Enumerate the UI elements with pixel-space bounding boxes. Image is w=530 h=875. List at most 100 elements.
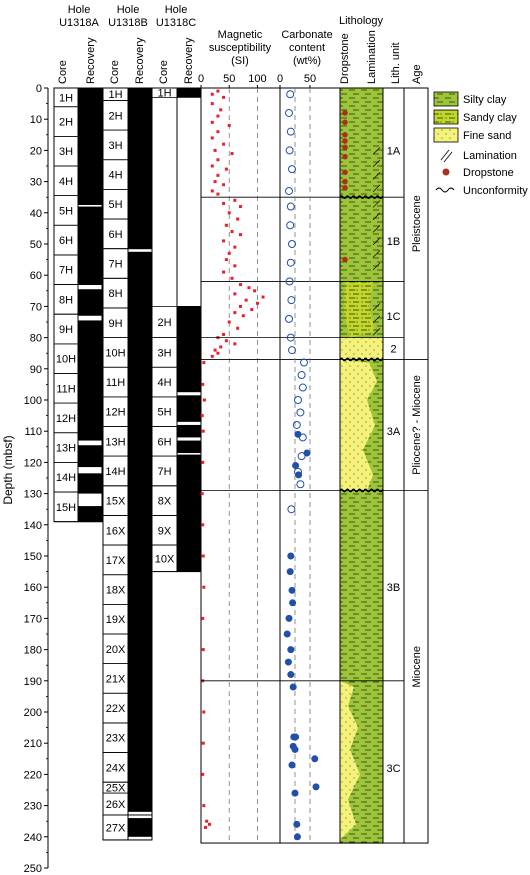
magsus-point	[216, 192, 220, 196]
lithology-sandy-clay-1c	[344, 281, 375, 338]
age-label: Pleistocene	[411, 195, 423, 252]
depth-tick-label: 140	[24, 520, 42, 532]
hole-c-recovery-block	[177, 424, 201, 438]
hole-b-core-label: 25X	[106, 783, 126, 795]
hole-c-core-label: 1H	[157, 88, 171, 100]
magsus-point	[241, 314, 245, 318]
hole-a-core-label: 1H	[59, 92, 73, 104]
unconformity-line	[339, 195, 389, 200]
magsus-point	[210, 120, 214, 124]
hole-a-core-label: 6H	[59, 235, 73, 247]
magsus-point	[202, 398, 206, 402]
magsus-point	[210, 102, 214, 106]
carbonate-tick-label: 50	[304, 73, 316, 85]
lamination-mark	[372, 328, 381, 336]
rotated-headers: Core Recovery Core Recovery Core Recover…	[57, 30, 423, 84]
lamination-mark	[372, 200, 381, 208]
hole-c-recovery-block	[177, 88, 201, 98]
magsus-point	[207, 822, 211, 826]
carbonate-filled-point	[289, 683, 297, 691]
carbonate-open-point	[286, 127, 295, 136]
hole-b-core-label: 19X	[106, 614, 126, 626]
carbonate-title-line2: content	[289, 42, 325, 54]
hole-a-recovery-block	[78, 506, 102, 522]
carbonate-filled-point	[283, 630, 291, 638]
magsus-point	[213, 348, 217, 352]
magsus-point	[219, 108, 223, 112]
hole-c-core-label: 4H	[157, 377, 171, 389]
magsus-point	[233, 292, 237, 296]
carbonate-tick-label: 0	[277, 73, 283, 85]
depth-tick-label: 90	[30, 364, 42, 376]
holes-header: Hole U1318A Hole U1318B Hole U1318C	[59, 4, 196, 29]
carbonate-open-point	[294, 396, 302, 404]
carbonate-open-point	[287, 505, 296, 514]
hole-b-core-label: 18X	[106, 585, 126, 597]
lith-unit-label: 2	[390, 344, 396, 356]
hole-a-core-label: 5H	[59, 205, 73, 217]
magsus-point	[224, 223, 228, 227]
carbonate-open-point	[286, 333, 295, 342]
lithology-fine-sand-3c	[340, 680, 360, 840]
carbonate-filled-point	[303, 449, 311, 457]
magsus-point	[213, 180, 217, 184]
carbonate-open-point	[286, 258, 295, 267]
hole-c-core-label: 5H	[157, 407, 171, 419]
dropstone-marker	[342, 185, 348, 191]
hole-a-core-label: 13H	[56, 443, 76, 455]
depth-tick-label: 60	[30, 270, 42, 282]
hole-b-core-label: 12H	[105, 407, 125, 419]
carbonate-filled-point	[295, 471, 303, 479]
lithology-fine-sand-unit2	[340, 337, 383, 360]
depth-tick-label: 230	[24, 801, 42, 813]
carbonate-filled-point	[291, 789, 299, 797]
hole-a-recovery-block	[78, 206, 102, 285]
unconformity-line	[339, 488, 389, 493]
hole-a-core-label: 8H	[59, 294, 73, 306]
age-label: Miocene	[411, 646, 423, 688]
magsus-point	[202, 710, 206, 714]
magsus-point	[230, 230, 234, 234]
magsus-title-line1: Magnetic	[218, 29, 263, 41]
legend-sandy-clay-label: Sandy clay	[463, 112, 517, 124]
hole-a-core-label: 4H	[59, 176, 73, 188]
magsus-point	[210, 164, 214, 168]
carbonate-panel: 0 50	[277, 73, 341, 844]
magsus-point	[222, 201, 226, 205]
magsus-point	[222, 239, 226, 243]
hole-c-recovery-block	[177, 395, 201, 422]
age-label: Age	[411, 64, 423, 84]
carbonate-filled-point	[294, 430, 302, 438]
hole-c-recovery-block	[177, 306, 201, 393]
dropstone-marker	[342, 169, 348, 176]
carbonate-filled-point	[288, 761, 296, 769]
magsus-point	[239, 233, 242, 237]
lamination-mark	[372, 172, 381, 180]
hole-a-core-label: 15H	[56, 502, 76, 514]
magsus-point	[230, 276, 234, 280]
hole-b-recovery-block	[128, 88, 152, 249]
magsus-point	[202, 361, 206, 365]
magsus-point	[210, 136, 214, 140]
hole-a-core-label: 14H	[56, 472, 76, 484]
carbonate-filled-point	[311, 755, 319, 763]
hole-a-recovery-block	[78, 88, 102, 205]
hole-b-core-label: 11H	[106, 377, 125, 389]
magsus-point	[233, 342, 237, 346]
magsus-point	[202, 804, 206, 808]
magsus-point	[201, 382, 205, 386]
age-frame	[403, 87, 429, 844]
hole-b-recovery-block	[128, 818, 152, 837]
depth-tick-label: 250	[24, 863, 42, 875]
magsus-point	[244, 298, 248, 302]
carbonate-filled-point	[288, 586, 296, 594]
unconformity-line	[339, 357, 389, 362]
magsus-point	[200, 492, 204, 496]
hole-b-core-label: 13H	[105, 436, 125, 448]
carbonate-title-line3: (wt%)	[293, 55, 321, 67]
carbonate-open-point	[286, 90, 295, 99]
hole-b-core-label: 17X	[106, 555, 126, 567]
depth-tick-label: 150	[24, 551, 42, 563]
hole-columns: 1H 2H 3H 4H 5H 6H 7H 8H 9H 10H 11H 12H 13H 14H 15H 1H 2H…	[53, 87, 202, 841]
carbonate-open-point	[286, 221, 295, 230]
